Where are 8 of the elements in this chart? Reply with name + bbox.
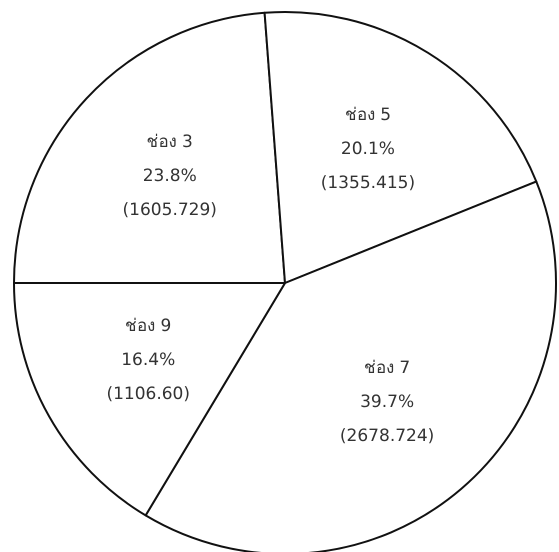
slice-label: ช่อง 5	[344, 105, 392, 126]
data-label: 23.8% (1605.729)	[122, 166, 217, 220]
slice-label: ช่อง 3	[146, 132, 193, 152]
data-label: 20.1% (1355.415)	[320, 139, 416, 194]
data-label: 39.7% (2678.724)	[340, 392, 434, 446]
data-label: 16.4% (1106.60)	[106, 350, 190, 404]
slice-label: ช่อง 9	[125, 316, 172, 336]
slice-label: ช่อง 7	[364, 358, 410, 378]
